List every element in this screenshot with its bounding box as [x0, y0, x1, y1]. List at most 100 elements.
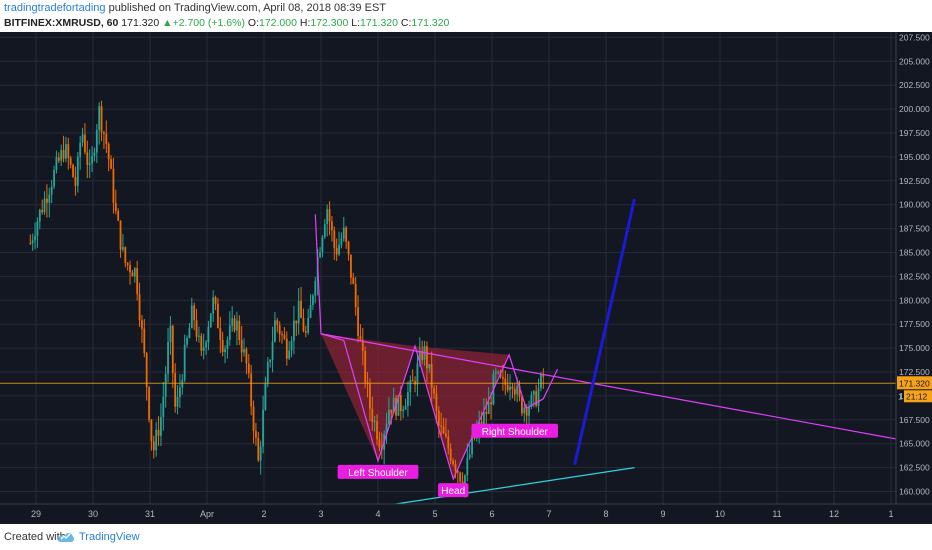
candle-body — [440, 425, 443, 427]
candle-body — [300, 301, 302, 318]
candle-body — [79, 142, 82, 157]
candle-body — [530, 394, 533, 407]
candle-body — [236, 320, 238, 331]
candle-body — [238, 320, 241, 341]
close-value: 171.320 — [411, 17, 450, 29]
candle-body — [288, 350, 291, 359]
high-value: 172.300 — [310, 17, 349, 29]
candle-body — [60, 149, 63, 161]
candle-body — [459, 472, 462, 482]
candle-body — [207, 327, 210, 343]
candle-body — [57, 157, 60, 161]
candle-body — [53, 170, 55, 187]
candle-body — [314, 280, 317, 296]
candle-body — [245, 349, 248, 364]
candle-body — [494, 371, 497, 374]
time-axis[interactable]: 29 30 31 Apr 2 3 4 5 6 7 8 9 10 11 12 1 — [0, 503, 932, 524]
price-axis[interactable]: 207.500 205.000 202.500 200.000 197.500 195.0… — [895, 32, 932, 504]
time-tick-label: 9 — [660, 509, 665, 519]
candle-body — [233, 318, 236, 331]
candle-body — [357, 307, 359, 336]
candle-body — [323, 223, 326, 238]
candle-body — [72, 164, 74, 178]
candle-body — [350, 254, 352, 278]
candle-body — [269, 359, 272, 363]
candle-body — [169, 325, 172, 343]
candle-body — [523, 407, 526, 414]
low-label: L: — [351, 17, 361, 29]
candle-body — [468, 454, 471, 458]
close-label: C: — [400, 17, 412, 29]
price-tick-label: 167.500 — [899, 415, 930, 425]
candle-body — [390, 409, 393, 414]
candle-body — [46, 198, 48, 203]
candle-body — [278, 324, 281, 335]
last-price: 171.320 — [121, 17, 160, 29]
candle-body — [445, 433, 447, 437]
candle-body — [84, 134, 86, 153]
candle-body — [105, 133, 108, 145]
candle-body — [511, 386, 514, 389]
candle-body — [290, 340, 293, 351]
time-tick-label: Apr — [200, 509, 214, 519]
candle-body — [76, 156, 79, 186]
price-tick-label: 185.000 — [899, 248, 930, 258]
tradingview-link[interactable]: TradingView — [79, 531, 140, 543]
candle-body — [155, 429, 158, 451]
symbol-name[interactable]: BITFINEX:XMRUSD, 60 — [4, 17, 119, 29]
candle-body — [409, 380, 412, 393]
candle-body — [122, 247, 124, 250]
price-tick-label: 180.000 — [899, 295, 930, 305]
candle-body — [385, 423, 388, 435]
candle-body — [430, 364, 433, 389]
candle-body — [133, 268, 136, 277]
candle-body — [91, 155, 93, 164]
candle-body — [224, 348, 226, 353]
up-arrow-icon: ▲ — [162, 17, 173, 29]
candle-body — [285, 338, 288, 359]
candle-body — [240, 340, 243, 353]
price-tick-label: 177.500 — [899, 319, 930, 329]
candle-body — [38, 209, 41, 222]
neckline — [320, 333, 897, 440]
candle-body — [93, 152, 96, 156]
candle-body — [31, 240, 34, 244]
price-tick-label: 160.000 — [899, 487, 930, 497]
candle-body — [487, 402, 490, 415]
candle-body — [471, 435, 473, 455]
candle-body — [95, 129, 98, 153]
candle-body — [179, 387, 181, 398]
candle-body — [183, 344, 186, 380]
author-link[interactable]: tradingtradefortading — [4, 2, 106, 14]
candle-body — [307, 317, 310, 333]
candle-body — [516, 385, 519, 395]
candle-body — [452, 460, 454, 464]
time-tick-label: 4 — [375, 509, 380, 519]
candle-body — [36, 221, 39, 236]
time-tick-label: 5 — [432, 509, 437, 519]
candle-body — [502, 376, 504, 379]
candle-body — [540, 374, 542, 389]
candle-body — [418, 351, 421, 364]
candle-body — [338, 244, 340, 255]
candle-body — [347, 241, 350, 255]
candle-body — [247, 363, 250, 374]
candle-body — [160, 417, 162, 436]
candle-body — [392, 397, 395, 414]
candle-body — [157, 429, 160, 436]
time-tick-label: 30 — [88, 509, 98, 519]
price-tick-label: 187.500 — [899, 224, 930, 234]
candle-body — [131, 272, 134, 277]
candle-body — [171, 325, 174, 374]
candle-body — [483, 411, 485, 426]
candle-body — [369, 384, 371, 409]
candle-body — [217, 303, 219, 329]
price-tick-label: 197.500 — [899, 128, 930, 138]
time-tick-label: 10 — [715, 509, 725, 519]
candle-body — [342, 227, 345, 239]
candle-body — [226, 339, 229, 349]
candle-body — [200, 335, 203, 351]
candle-body — [509, 386, 511, 391]
candle-body — [371, 408, 374, 422]
